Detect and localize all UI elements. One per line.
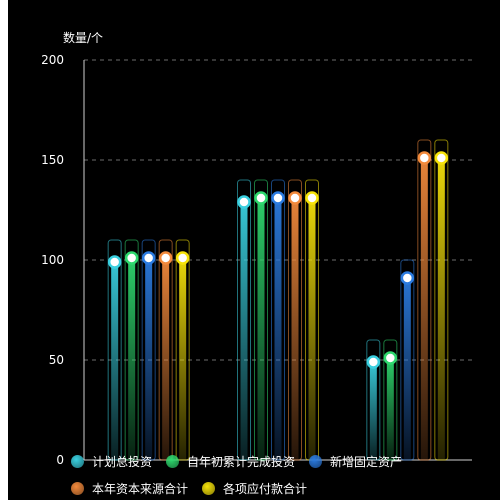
legend-dot-icon: [71, 455, 84, 468]
y-axis-label: 数量/个: [63, 30, 103, 45]
legend-dot-icon: [309, 455, 323, 468]
bar: [145, 258, 153, 460]
y-tick-label: 50: [49, 353, 64, 367]
bar: [128, 258, 136, 460]
legend-label: 本年资本来源合计: [92, 482, 189, 496]
y-tick-label: 100: [41, 253, 64, 267]
legend-item[interactable]: 计划总投资: [71, 452, 152, 471]
bar: [420, 158, 428, 460]
legend: 计划总投资 自年初累计完成投资 新增固定资产本年资本来源合计 各项应付款合计: [71, 452, 491, 498]
bars: [107, 139, 449, 461]
legend-dot-icon: [202, 482, 216, 495]
bar: [386, 358, 394, 460]
bar: [369, 362, 377, 460]
bar-marker: [124, 251, 139, 265]
bar-marker: [417, 151, 432, 165]
bar-marker: [107, 255, 122, 269]
bar-marker: [141, 251, 156, 265]
bar: [274, 198, 282, 460]
bar-marker: [400, 271, 415, 285]
legend-dot-icon: [166, 455, 180, 468]
bar: [437, 158, 445, 460]
bar-marker: [383, 351, 398, 365]
bar-marker: [366, 355, 381, 369]
bar: [179, 258, 187, 460]
bar-marker: [305, 191, 319, 205]
bar-marker: [158, 251, 173, 265]
legend-label: 自年初累计完成投资: [187, 455, 296, 469]
bar: [257, 198, 265, 460]
legend-item[interactable]: 本年资本来源合计: [71, 479, 188, 498]
bar: [308, 198, 316, 460]
bar: [240, 202, 248, 460]
bar-marker: [434, 151, 449, 165]
bar-marker: [288, 191, 302, 205]
legend-label: 各项应付款合计: [223, 482, 308, 496]
bar-marker: [254, 191, 268, 205]
legend-label: 新增固定资产: [330, 455, 403, 469]
legend-item[interactable]: 新增固定资产: [309, 452, 402, 471]
y-tick-label: 0: [56, 453, 64, 467]
bar-marker: [175, 251, 190, 265]
y-tick-label: 150: [41, 153, 64, 167]
bar: [291, 198, 299, 460]
legend-dot-icon: [71, 482, 84, 495]
y-tick-label: 200: [41, 53, 64, 67]
legend-item[interactable]: 自年初累计完成投资: [166, 452, 295, 471]
bar: [162, 258, 170, 460]
bar: [111, 262, 119, 460]
legend-item[interactable]: 各项应付款合计: [202, 479, 307, 498]
bar-marker: [237, 195, 251, 209]
bar: [403, 278, 411, 460]
bar-marker: [271, 191, 285, 205]
legend-label: 计划总投资: [92, 455, 153, 469]
